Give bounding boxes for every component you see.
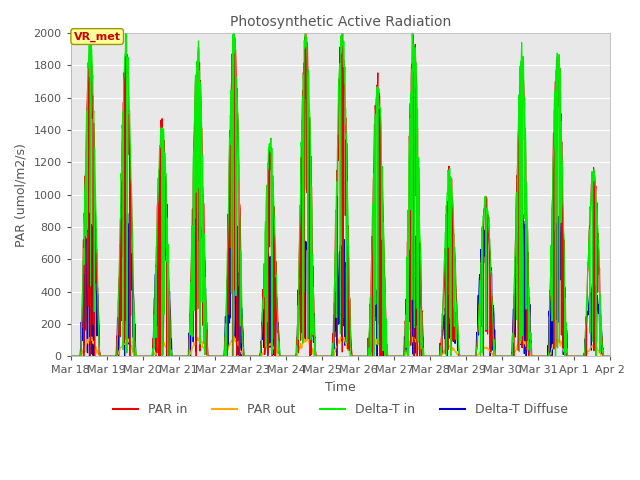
Line: PAR in: PAR in [70,26,610,356]
Line: Delta-T in: Delta-T in [70,19,610,356]
X-axis label: Time: Time [325,381,356,394]
Line: PAR out: PAR out [70,336,610,356]
Y-axis label: PAR (umol/m2/s): PAR (umol/m2/s) [15,143,28,247]
Text: VR_met: VR_met [74,31,121,42]
Legend: PAR in, PAR out, Delta-T in, Delta-T Diffuse: PAR in, PAR out, Delta-T in, Delta-T Dif… [108,398,573,421]
Title: Photosynthetic Active Radiation: Photosynthetic Active Radiation [230,15,451,29]
Line: Delta-T Diffuse: Delta-T Diffuse [70,209,610,356]
